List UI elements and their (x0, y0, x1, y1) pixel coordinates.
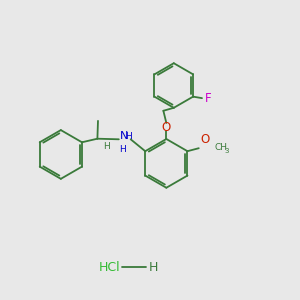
Text: O: O (200, 133, 209, 146)
Text: HCl: HCl (99, 261, 121, 274)
Text: 3: 3 (225, 148, 230, 154)
Text: H: H (103, 142, 110, 151)
Text: H: H (148, 261, 158, 274)
Text: O: O (162, 121, 171, 134)
Text: H: H (119, 145, 126, 154)
Text: F: F (205, 92, 211, 105)
Text: CH: CH (214, 142, 227, 152)
Text: H: H (125, 132, 132, 141)
Text: N: N (120, 131, 129, 141)
